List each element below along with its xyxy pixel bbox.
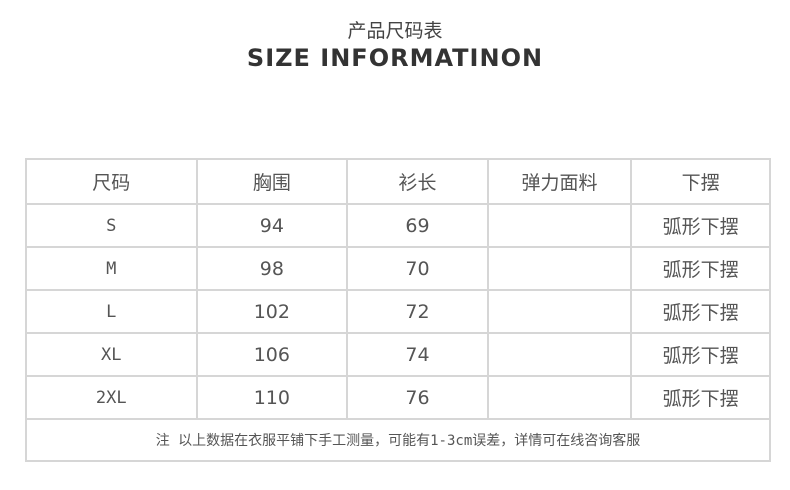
stretch-cell [486, 289, 633, 334]
chest-cell: 102 [195, 289, 349, 334]
header-cell: 弹力面料 [486, 158, 633, 205]
size-cell: M [25, 246, 198, 291]
hem-cell: 弧形下摆 [630, 375, 771, 420]
measurement-note: 注 以上数据在衣服平铺下手工测量，可能有1-3cm误差，详情可在线咨询客服 [25, 418, 771, 462]
hem-cell: 弧形下摆 [630, 246, 771, 291]
stretch-cell [486, 375, 633, 420]
header-cell: 下摆 [630, 158, 771, 205]
table-row: S 94 69 弧形下摆 [25, 203, 771, 248]
chest-cell: 110 [195, 375, 349, 420]
table-row: L 102 72 弧形下摆 [25, 289, 771, 334]
chest-cell: 106 [195, 332, 349, 377]
note-row: 注 以上数据在衣服平铺下手工测量，可能有1-3cm误差，详情可在线咨询客服 [25, 418, 771, 462]
table-header-row: 尺码 胸围 衫长 弹力面料 下摆 [25, 158, 771, 205]
size-cell: S [25, 203, 198, 248]
length-cell: 70 [346, 246, 489, 291]
table-row: 2XL 110 76 弧形下摆 [25, 375, 771, 420]
header-cell: 胸围 [195, 158, 349, 205]
stretch-cell [486, 246, 633, 291]
hem-cell: 弧形下摆 [630, 332, 771, 377]
size-cell: 2XL [25, 375, 198, 420]
length-cell: 74 [346, 332, 489, 377]
title-english: SIZE INFORMATINON [246, 44, 544, 72]
chest-cell: 94 [195, 203, 349, 248]
title-chinese: 产品尺码表 [347, 20, 443, 42]
size-table: 尺码 胸围 衫长 弹力面料 下摆 S 94 69 弧形下摆 M 98 70 弧形… [25, 158, 771, 462]
hem-cell: 弧形下摆 [630, 289, 771, 334]
header-cell: 衫长 [346, 158, 489, 205]
length-cell: 72 [346, 289, 489, 334]
stretch-cell [486, 332, 633, 377]
size-cell: XL [25, 332, 198, 377]
size-cell: L [25, 289, 198, 334]
hem-cell: 弧形下摆 [630, 203, 771, 248]
table-row: XL 106 74 弧形下摆 [25, 332, 771, 377]
table-row: M 98 70 弧形下摆 [25, 246, 771, 291]
chest-cell: 98 [195, 246, 349, 291]
length-cell: 76 [346, 375, 489, 420]
header-cell: 尺码 [25, 158, 198, 205]
stretch-cell [486, 203, 633, 248]
length-cell: 69 [346, 203, 489, 248]
